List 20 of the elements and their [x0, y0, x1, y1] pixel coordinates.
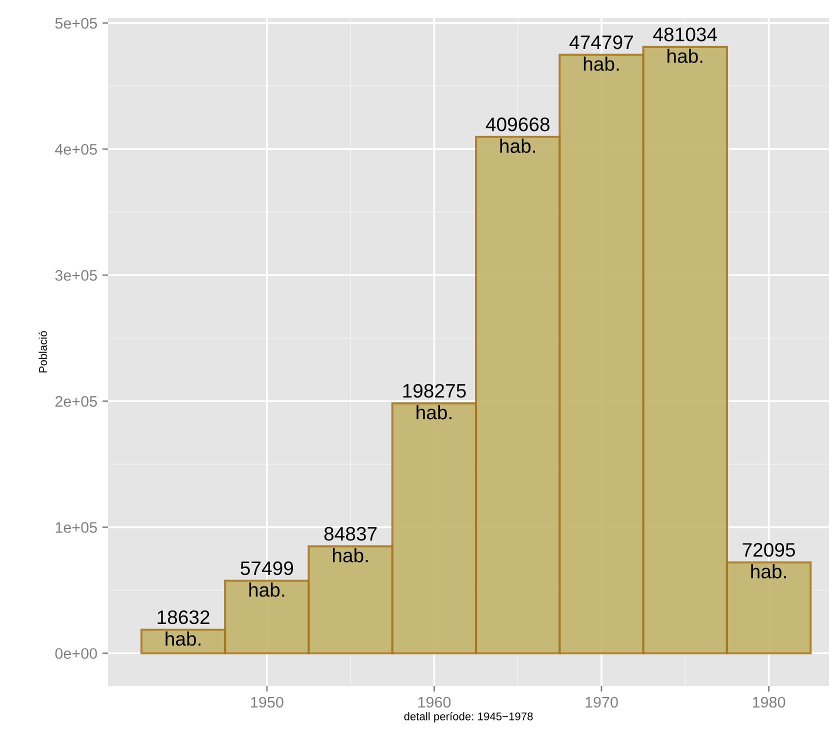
data-label: 84837 hab.	[324, 526, 377, 562]
x-tick-label: 1960	[418, 696, 451, 708]
x-tick-label: 1950	[251, 696, 284, 708]
y-axis-title: Població	[38, 331, 47, 372]
data-label: 57499 hab.	[240, 561, 294, 597]
data-label: 18632 hab.	[158, 610, 210, 646]
y-tick-label: 2e+05	[55, 396, 97, 407]
y-tick-label: 0e+00	[55, 648, 97, 659]
data-label: 198275 hab.	[403, 384, 466, 420]
data-label: 481034 hab.	[653, 28, 718, 63]
data-label: 72095 hab.	[742, 542, 795, 578]
x-axis-title: detall període: 1945−1978	[404, 712, 533, 723]
data-label: 409668 hab.	[486, 118, 550, 153]
x-tick-label: 1970	[586, 696, 618, 708]
data-label: 474797 hab.	[570, 35, 633, 71]
y-tick-label: 5e+05	[55, 18, 97, 29]
y-tick-label: 4e+05	[55, 144, 97, 155]
y-tick-label: 3e+05	[55, 270, 97, 281]
y-tick-label: 1e+05	[56, 522, 97, 533]
x-tick-label: 1980	[752, 696, 786, 708]
